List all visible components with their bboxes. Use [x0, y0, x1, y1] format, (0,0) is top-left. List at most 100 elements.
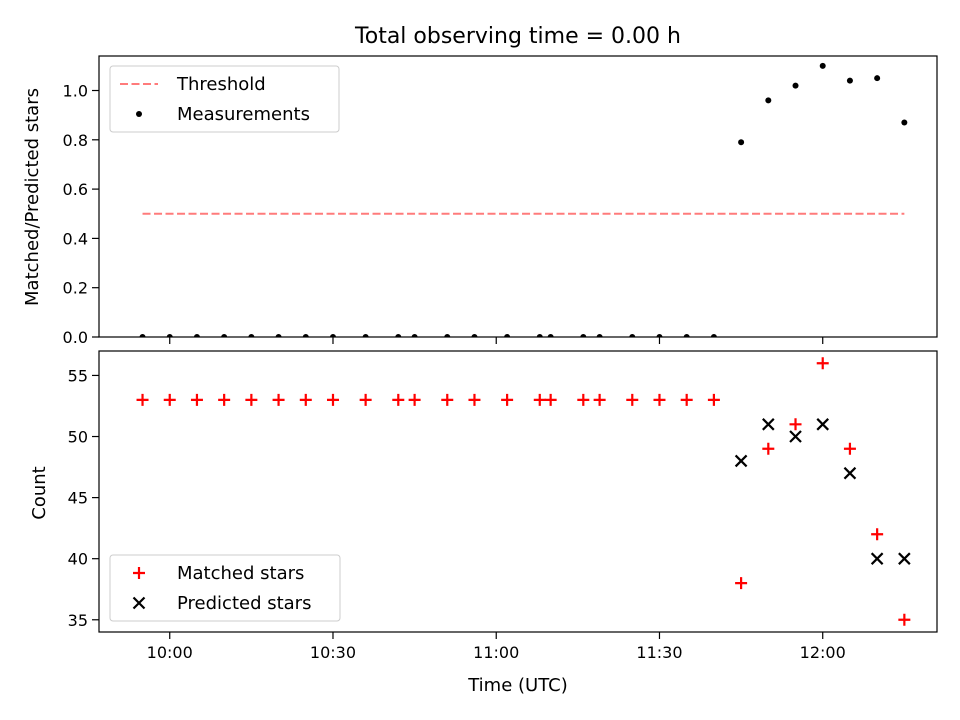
measurement-point	[580, 334, 587, 337]
matched-star-point	[218, 393, 231, 406]
figure-title: Total observing time = 0.00 h	[354, 24, 681, 49]
measurement-point	[395, 334, 402, 337]
matched-star-point	[326, 393, 339, 406]
plot-frame	[98, 350, 938, 633]
predicted-star-point	[816, 418, 830, 431]
measurement-point	[683, 334, 690, 337]
legend: Threshold Measurements	[109, 65, 340, 133]
matched-star-point	[577, 393, 590, 406]
matched-star-point	[408, 393, 421, 406]
matched-star-point	[843, 442, 856, 455]
matched-star-point	[707, 393, 720, 406]
x-tick-label: 10:00	[147, 643, 193, 662]
measurement-point	[139, 334, 146, 337]
predicted-star-point	[789, 430, 802, 443]
measurement-point	[221, 334, 228, 337]
matched-star-point	[190, 393, 203, 406]
legend-label: Predicted stars	[177, 593, 311, 614]
bottom-y-axis-label: Count	[29, 466, 50, 519]
predicted-star-point	[898, 552, 911, 565]
matched-star-point	[816, 357, 829, 370]
y-tick-label: 0.6	[63, 180, 88, 199]
legend-label: Threshold	[176, 74, 266, 95]
measurement-point	[504, 334, 511, 337]
matched-star-point	[533, 393, 546, 406]
x-tick-label: 12:00	[800, 643, 846, 662]
matched-star-point	[762, 442, 775, 455]
plot-marks	[139, 62, 908, 337]
measurement-point	[193, 334, 200, 337]
x-tick-label: 11:30	[636, 643, 682, 662]
measurement-point	[846, 77, 853, 84]
measurement-point	[901, 119, 908, 126]
plot-frame	[98, 55, 938, 338]
y-tick-label: 0.2	[63, 279, 88, 298]
matched-star-point	[871, 528, 884, 541]
measurement-point	[302, 334, 309, 337]
matched-star-point	[441, 393, 454, 406]
measurement-point	[248, 334, 255, 337]
measurement-point	[874, 75, 881, 82]
top-y-axis-label: Matched/Predicted stars	[22, 88, 43, 306]
y-tick-label: 0.8	[63, 131, 88, 150]
measurement-point	[471, 334, 478, 337]
legend: Matched stars Predicted stars	[109, 554, 341, 622]
matched-star-point	[544, 393, 557, 406]
measurement-point	[411, 334, 418, 337]
measurement-point	[738, 139, 745, 146]
y-tick-label: 50	[68, 428, 88, 447]
matched-star-point	[272, 393, 285, 406]
matched-star-point	[392, 393, 405, 406]
x-tick-label: 11:00	[473, 643, 519, 662]
measurement-point	[362, 334, 369, 337]
measurement-point	[536, 334, 543, 337]
measurement-point	[547, 334, 554, 337]
measurement-point	[596, 334, 603, 337]
measurement-point	[629, 334, 636, 337]
measurement-point	[792, 82, 799, 89]
matched-star-point	[359, 393, 372, 406]
matched-star-point	[898, 613, 911, 626]
matched-star-point	[680, 393, 693, 406]
matched-star-point	[136, 393, 149, 406]
y-tick-label: 40	[68, 550, 88, 569]
legend-label: Measurements	[177, 104, 310, 125]
legend-predicted-swatch	[132, 596, 146, 610]
matched-star-point	[593, 393, 606, 406]
predicted-star-point	[843, 466, 857, 480]
matched-star-point	[501, 393, 514, 406]
y-tick-label: 35	[68, 611, 88, 630]
matched-star-point	[245, 393, 258, 406]
measurement-point	[710, 334, 717, 337]
plot-marks	[136, 357, 911, 626]
legend-measurement-swatch	[136, 111, 142, 117]
measurement-point	[275, 334, 282, 337]
matched-star-point	[653, 393, 666, 406]
matched-star-point	[299, 393, 312, 406]
y-tick-label: 45	[68, 489, 88, 508]
legend-box	[109, 65, 340, 133]
legend-box	[109, 554, 341, 622]
y-tick-label: 0.0	[63, 328, 88, 347]
predicted-star-point	[734, 454, 748, 468]
measurement-point	[166, 334, 173, 337]
x-tick-label: 10:30	[310, 643, 356, 662]
matched-star-point	[626, 393, 639, 406]
y-tick-label: 55	[68, 366, 88, 385]
predicted-star-point	[870, 552, 884, 565]
predicted-star-point	[762, 418, 775, 431]
y-tick-label: 1.0	[63, 82, 88, 101]
measurement-point	[656, 334, 663, 337]
matched-star-point	[163, 393, 176, 406]
measurement-point	[819, 62, 826, 69]
top-plot: 0.0 0.2 0.4 0.6 0.8 1.0 Threshold Measurements	[63, 55, 938, 347]
measurement-point	[765, 97, 772, 104]
matched-star-point	[468, 393, 481, 406]
legend-label: Matched stars	[177, 563, 304, 584]
bottom-plot: 35 40 45 50 55 10:00 10:30 11:00 11:30 12:00 Match…	[68, 350, 938, 662]
x-axis-label: Time (UTC)	[467, 675, 568, 696]
matched-star-point	[789, 418, 802, 431]
y-tick-label: 0.4	[63, 229, 88, 248]
measurement-point	[444, 334, 451, 337]
